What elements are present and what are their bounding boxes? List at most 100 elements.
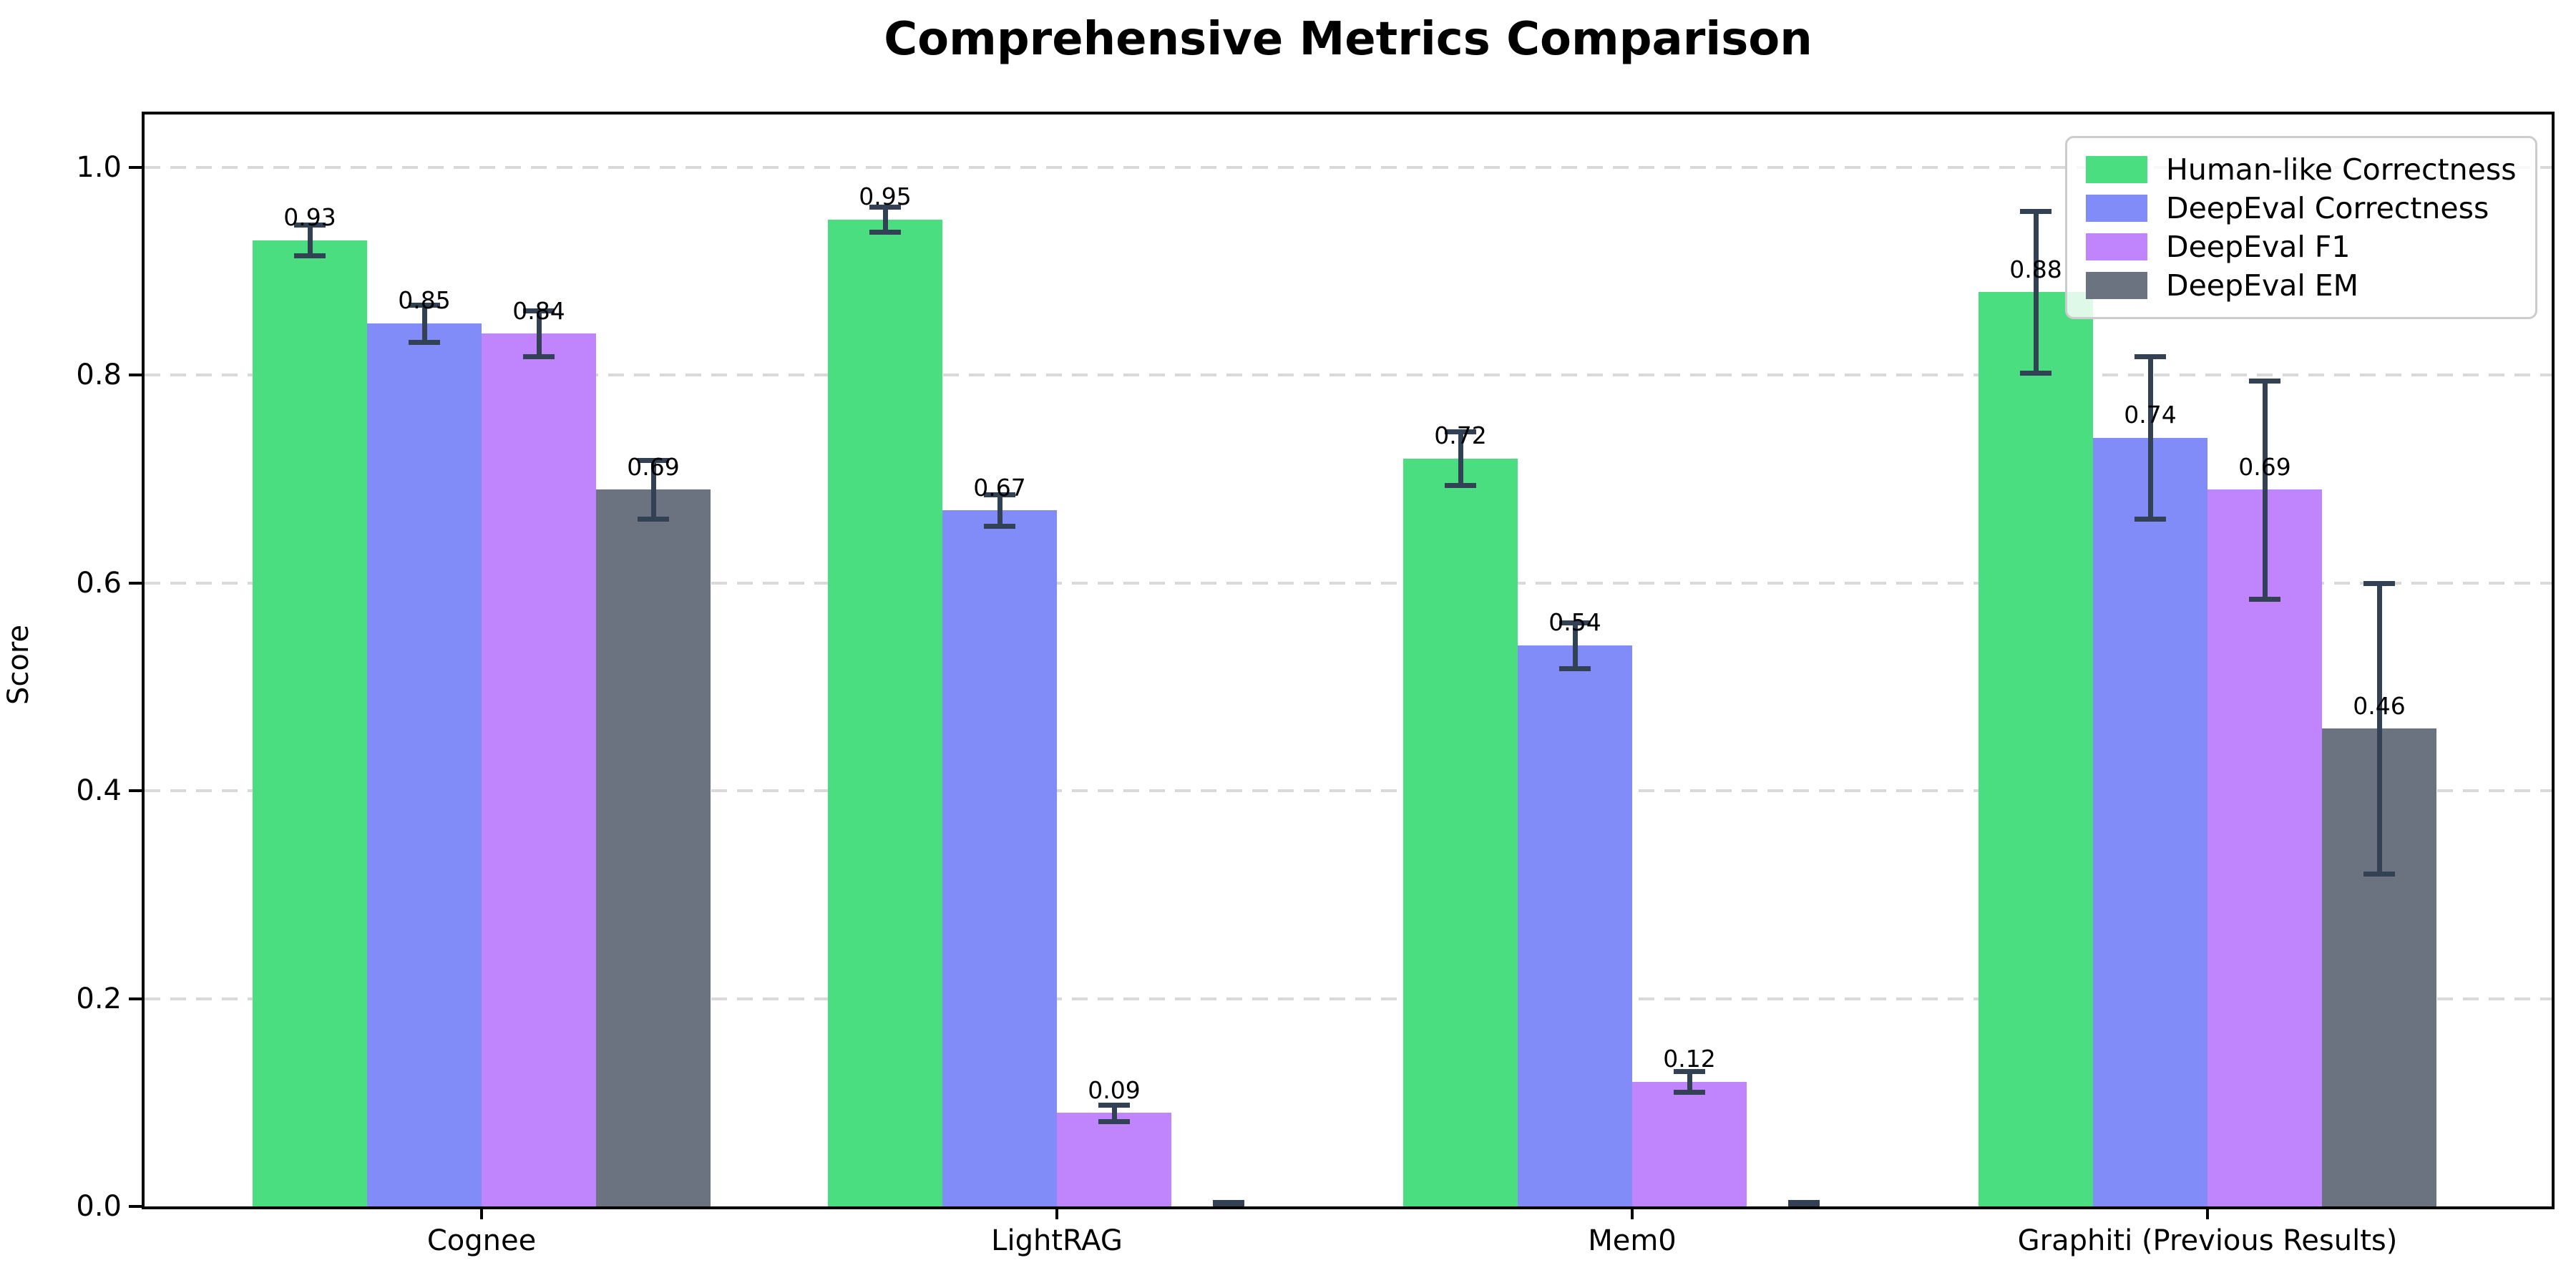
legend-swatch-icon bbox=[2086, 272, 2147, 299]
error-bar-cap-top bbox=[984, 492, 1015, 498]
legend-item: Human-like Correctness bbox=[2086, 154, 2517, 185]
error-bar-cap-top bbox=[1674, 1069, 1705, 1075]
error-bar-cap-top bbox=[1788, 1200, 1820, 1206]
bar bbox=[1632, 1081, 1747, 1206]
bar-value-label: 0.09 bbox=[1088, 1075, 1141, 1104]
error-bar bbox=[2262, 380, 2268, 599]
bar-value-label: 0.12 bbox=[1663, 1045, 1716, 1073]
error-bar-cap-top bbox=[638, 458, 669, 464]
error-bar-cap-bottom bbox=[1788, 1204, 1820, 1209]
legend-label: DeepEval EM bbox=[2166, 268, 2359, 303]
bar-value-label: 0.69 bbox=[627, 452, 680, 481]
error-bar bbox=[882, 207, 888, 233]
y-tick-label: 0.0 bbox=[76, 1190, 122, 1223]
y-axis-tick bbox=[129, 997, 143, 1000]
error-bar bbox=[2147, 356, 2153, 519]
error-bar-cap-bottom bbox=[2249, 596, 2280, 602]
legend: Human-like Correctness DeepEval Correctne… bbox=[2065, 136, 2537, 319]
bar-value-label: 0.69 bbox=[2238, 452, 2291, 481]
y-axis-tick bbox=[129, 374, 143, 377]
legend-label: DeepEval Correctness bbox=[2166, 191, 2489, 225]
error-bar bbox=[536, 311, 542, 357]
bar bbox=[482, 333, 596, 1206]
y-axis-tick bbox=[129, 789, 143, 793]
bar bbox=[2207, 489, 2322, 1206]
bar-value-label: 0.95 bbox=[859, 182, 912, 211]
y-tick-label: 0.6 bbox=[76, 566, 122, 600]
bar bbox=[942, 510, 1057, 1206]
y-axis-label: Score bbox=[2, 624, 35, 706]
error-bar-cap-bottom bbox=[2135, 516, 2166, 522]
legend-label: Human-like Correctness bbox=[2166, 152, 2517, 187]
error-bar-cap-bottom bbox=[984, 523, 1015, 529]
bar-value-label: 0.46 bbox=[2353, 691, 2406, 720]
bar bbox=[596, 489, 711, 1206]
legend-swatch-icon bbox=[2086, 233, 2147, 260]
bar bbox=[367, 323, 482, 1206]
gridline bbox=[145, 789, 2552, 793]
error-bar-cap-top bbox=[409, 302, 440, 308]
x-axis-tick bbox=[2206, 1206, 2209, 1219]
bar bbox=[1518, 645, 1632, 1206]
error-bar bbox=[1458, 431, 1463, 486]
x-tick-label: Graphiti (Previous Results) bbox=[2017, 1224, 2398, 1257]
bar bbox=[2093, 437, 2207, 1206]
bar-value-label: 0.84 bbox=[512, 296, 565, 325]
error-bar-cap-bottom bbox=[1445, 483, 1476, 489]
bar-value-label: 0.85 bbox=[398, 286, 451, 315]
error-bar bbox=[2376, 582, 2382, 874]
error-bar-cap-top bbox=[2020, 208, 2051, 214]
error-bar-cap-bottom bbox=[1674, 1090, 1705, 1096]
error-bar-cap-top bbox=[1098, 1102, 1130, 1108]
bar-value-label: 0.67 bbox=[973, 473, 1026, 502]
error-bar-cap-bottom bbox=[1559, 665, 1591, 671]
bar bbox=[1057, 1113, 1171, 1206]
bar bbox=[1403, 458, 1518, 1206]
legend-item: DeepEval EM bbox=[2086, 270, 2517, 301]
y-tick-label: 1.0 bbox=[76, 151, 122, 184]
error-bar bbox=[997, 494, 1002, 526]
error-bar-cap-bottom bbox=[294, 253, 326, 259]
error-bar bbox=[421, 304, 427, 342]
error-bar-cap-top bbox=[2135, 354, 2166, 360]
error-bar-cap-bottom bbox=[2020, 371, 2051, 376]
error-bar-cap-bottom bbox=[409, 339, 440, 345]
error-bar bbox=[650, 460, 656, 519]
x-axis-tick bbox=[480, 1206, 483, 1219]
bar-value-label: 0.72 bbox=[1434, 421, 1487, 450]
error-bar-cap-top bbox=[1213, 1200, 1244, 1206]
legend-item: DeepEval F1 bbox=[2086, 231, 2517, 263]
error-bar-cap-bottom bbox=[2363, 872, 2395, 877]
y-axis-tick bbox=[129, 166, 143, 169]
bar-value-label: 0.88 bbox=[2009, 255, 2062, 283]
x-axis-tick bbox=[1055, 1206, 1058, 1219]
bar-value-label: 0.93 bbox=[283, 203, 336, 232]
legend-swatch-icon bbox=[2086, 156, 2147, 183]
bar-value-label: 0.54 bbox=[1548, 608, 1601, 637]
gridline bbox=[145, 374, 2552, 377]
legend-item: DeepEval Correctness bbox=[2086, 192, 2517, 224]
legend-swatch-icon bbox=[2086, 195, 2147, 222]
error-bar-cap-top bbox=[294, 222, 326, 228]
error-bar bbox=[1111, 1104, 1117, 1121]
error-bar-cap-bottom bbox=[638, 516, 669, 522]
chart-title: Comprehensive Metrics Comparison bbox=[884, 13, 1813, 66]
bar bbox=[1979, 292, 2093, 1206]
error-bar bbox=[307, 224, 313, 256]
gridline bbox=[145, 997, 2552, 1000]
error-bar-cap-top bbox=[1445, 429, 1476, 434]
error-bar-cap-top bbox=[2363, 580, 2395, 586]
bar bbox=[828, 219, 942, 1206]
y-tick-label: 0.4 bbox=[76, 774, 122, 808]
x-axis-tick bbox=[1631, 1206, 1634, 1219]
error-bar bbox=[2033, 210, 2039, 374]
x-tick-label: LightRAG bbox=[991, 1224, 1123, 1257]
y-axis-tick bbox=[129, 581, 143, 585]
error-bar-cap-bottom bbox=[523, 354, 555, 360]
error-bar-cap-bottom bbox=[869, 230, 901, 235]
error-bar-cap-top bbox=[1559, 620, 1591, 625]
y-tick-label: 0.2 bbox=[76, 982, 122, 1015]
gridline bbox=[145, 166, 2552, 169]
error-bar-cap-bottom bbox=[1098, 1118, 1130, 1124]
